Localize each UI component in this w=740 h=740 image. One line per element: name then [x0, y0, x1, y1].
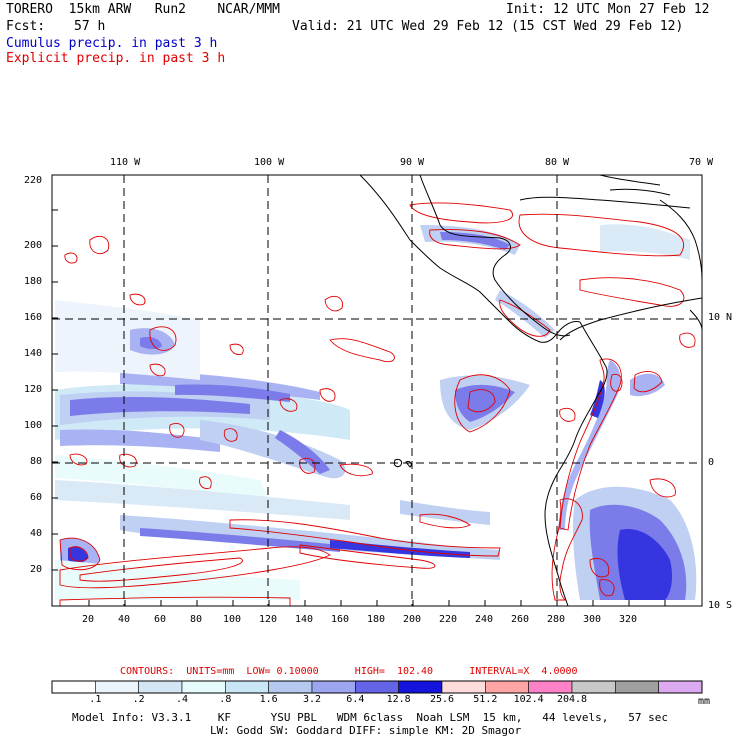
colorbar	[51, 680, 703, 694]
y-tick-label: 120	[24, 384, 43, 395]
y-tick-label: 180	[24, 276, 43, 287]
y-tick-label: 100	[24, 420, 43, 431]
x-tick-label: 180	[367, 614, 386, 625]
colorbar-label: 12.8	[386, 694, 411, 705]
explicit-precip-contours	[59, 202, 696, 606]
lon-label-90w: 90 W	[400, 157, 425, 168]
field-cumulus-label: Cumulus precip. in past 3 h	[6, 36, 218, 51]
x-tick-label: 140	[295, 614, 314, 625]
x-tick-label: 220	[439, 614, 458, 625]
field-explicit-label: Explicit precip. in past 3 h	[6, 51, 226, 66]
y-tick-label: 160	[24, 312, 43, 323]
colorbar-cell	[485, 680, 529, 694]
colorbar-label: .1	[89, 694, 102, 705]
colorbar-label: 1.6	[259, 694, 278, 705]
latlon-grid	[52, 175, 702, 606]
x-tick-label: 40	[118, 614, 131, 625]
colorbar-label: 6.4	[346, 694, 365, 705]
colorbar-label: 51.2	[473, 694, 498, 705]
y-tick-label: 200	[24, 240, 43, 251]
x-tick-label: 80	[190, 614, 203, 625]
x-tick-label: 100	[223, 614, 242, 625]
colorbar-cell	[181, 680, 226, 694]
y-tick-label: 220	[24, 175, 43, 186]
x-tick-label: 260	[511, 614, 530, 625]
colorbar-cell	[528, 680, 573, 694]
x-tick-label: 320	[619, 614, 638, 625]
colorbar-cell	[311, 680, 356, 694]
x-tick-label: 160	[331, 614, 350, 625]
cumulus-precip-shading	[55, 224, 697, 600]
colorbar-cell	[398, 680, 443, 694]
axis-ticks	[52, 209, 666, 606]
colorbar-cell	[95, 680, 139, 694]
colorbar-cell	[441, 680, 486, 694]
x-tick-label: 200	[403, 614, 422, 625]
lon-label-100w: 100 W	[254, 157, 285, 168]
contours-info: CONTOURS: UNITS=mm LOW= 0.10000 HIGH= 10…	[120, 666, 578, 677]
colorbar-label: .2	[132, 694, 145, 705]
colorbar-label: 3.2	[302, 694, 322, 705]
colorbar-cell	[225, 680, 269, 694]
lat-label-10s: 10 S	[708, 600, 733, 611]
model-physics: LW: Godd SW: Goddard DIFF: simple KM: 2D…	[210, 724, 522, 737]
coastlines	[359, 175, 702, 606]
forecast-hour: 57 h	[74, 19, 106, 34]
lat-label-10n: 10 N	[708, 312, 733, 323]
x-tick-label: 120	[259, 614, 278, 625]
y-tick-label: 80	[30, 456, 43, 467]
forecast-label: Fcst:	[6, 19, 46, 34]
colorbar-label: 25.6	[429, 694, 455, 705]
init-time: Init: 12 UTC Mon 27 Feb 12	[506, 2, 710, 17]
colorbar-cell	[658, 680, 703, 694]
colorbar-cell	[268, 680, 313, 694]
colorbar-label: 102.4	[513, 694, 544, 705]
lon-label-70w: 70 W	[689, 157, 714, 168]
x-tick-label: 240	[475, 614, 494, 625]
colorbar-unit: mm	[698, 696, 711, 707]
colorbar-cell	[571, 680, 616, 694]
colorbar-cell	[138, 680, 183, 694]
colorbar-label: .4	[175, 694, 189, 705]
valid-time: Valid: 21 UTC Wed 29 Feb 12 (15 CST Wed …	[292, 19, 684, 34]
colorbar-label: .8	[219, 694, 232, 705]
y-tick-label: 60	[30, 492, 43, 503]
x-tick-label: 300	[583, 614, 602, 625]
x-tick-label: 20	[82, 614, 95, 625]
lon-label-110w: 110 W	[110, 157, 141, 168]
x-tick-label: 60	[154, 614, 167, 625]
x-tick-label: 280	[547, 614, 566, 625]
y-tick-label: 20	[30, 564, 43, 575]
y-tick-label: 140	[24, 348, 43, 359]
colorbar-cell	[355, 680, 399, 694]
lon-label-80w: 80 W	[545, 157, 570, 168]
colorbar-label: 204.8	[556, 694, 588, 705]
model-info: Model Info: V3.3.1 KF YSU PBL WDM 6class…	[72, 711, 669, 724]
colorbar-cell	[51, 680, 96, 694]
lat-label-0: 0	[708, 457, 715, 468]
y-tick-label: 40	[30, 528, 43, 539]
colorbar-cell	[615, 680, 659, 694]
model-title: TORERO 15km ARW Run2 NCAR/MMM	[6, 2, 280, 17]
